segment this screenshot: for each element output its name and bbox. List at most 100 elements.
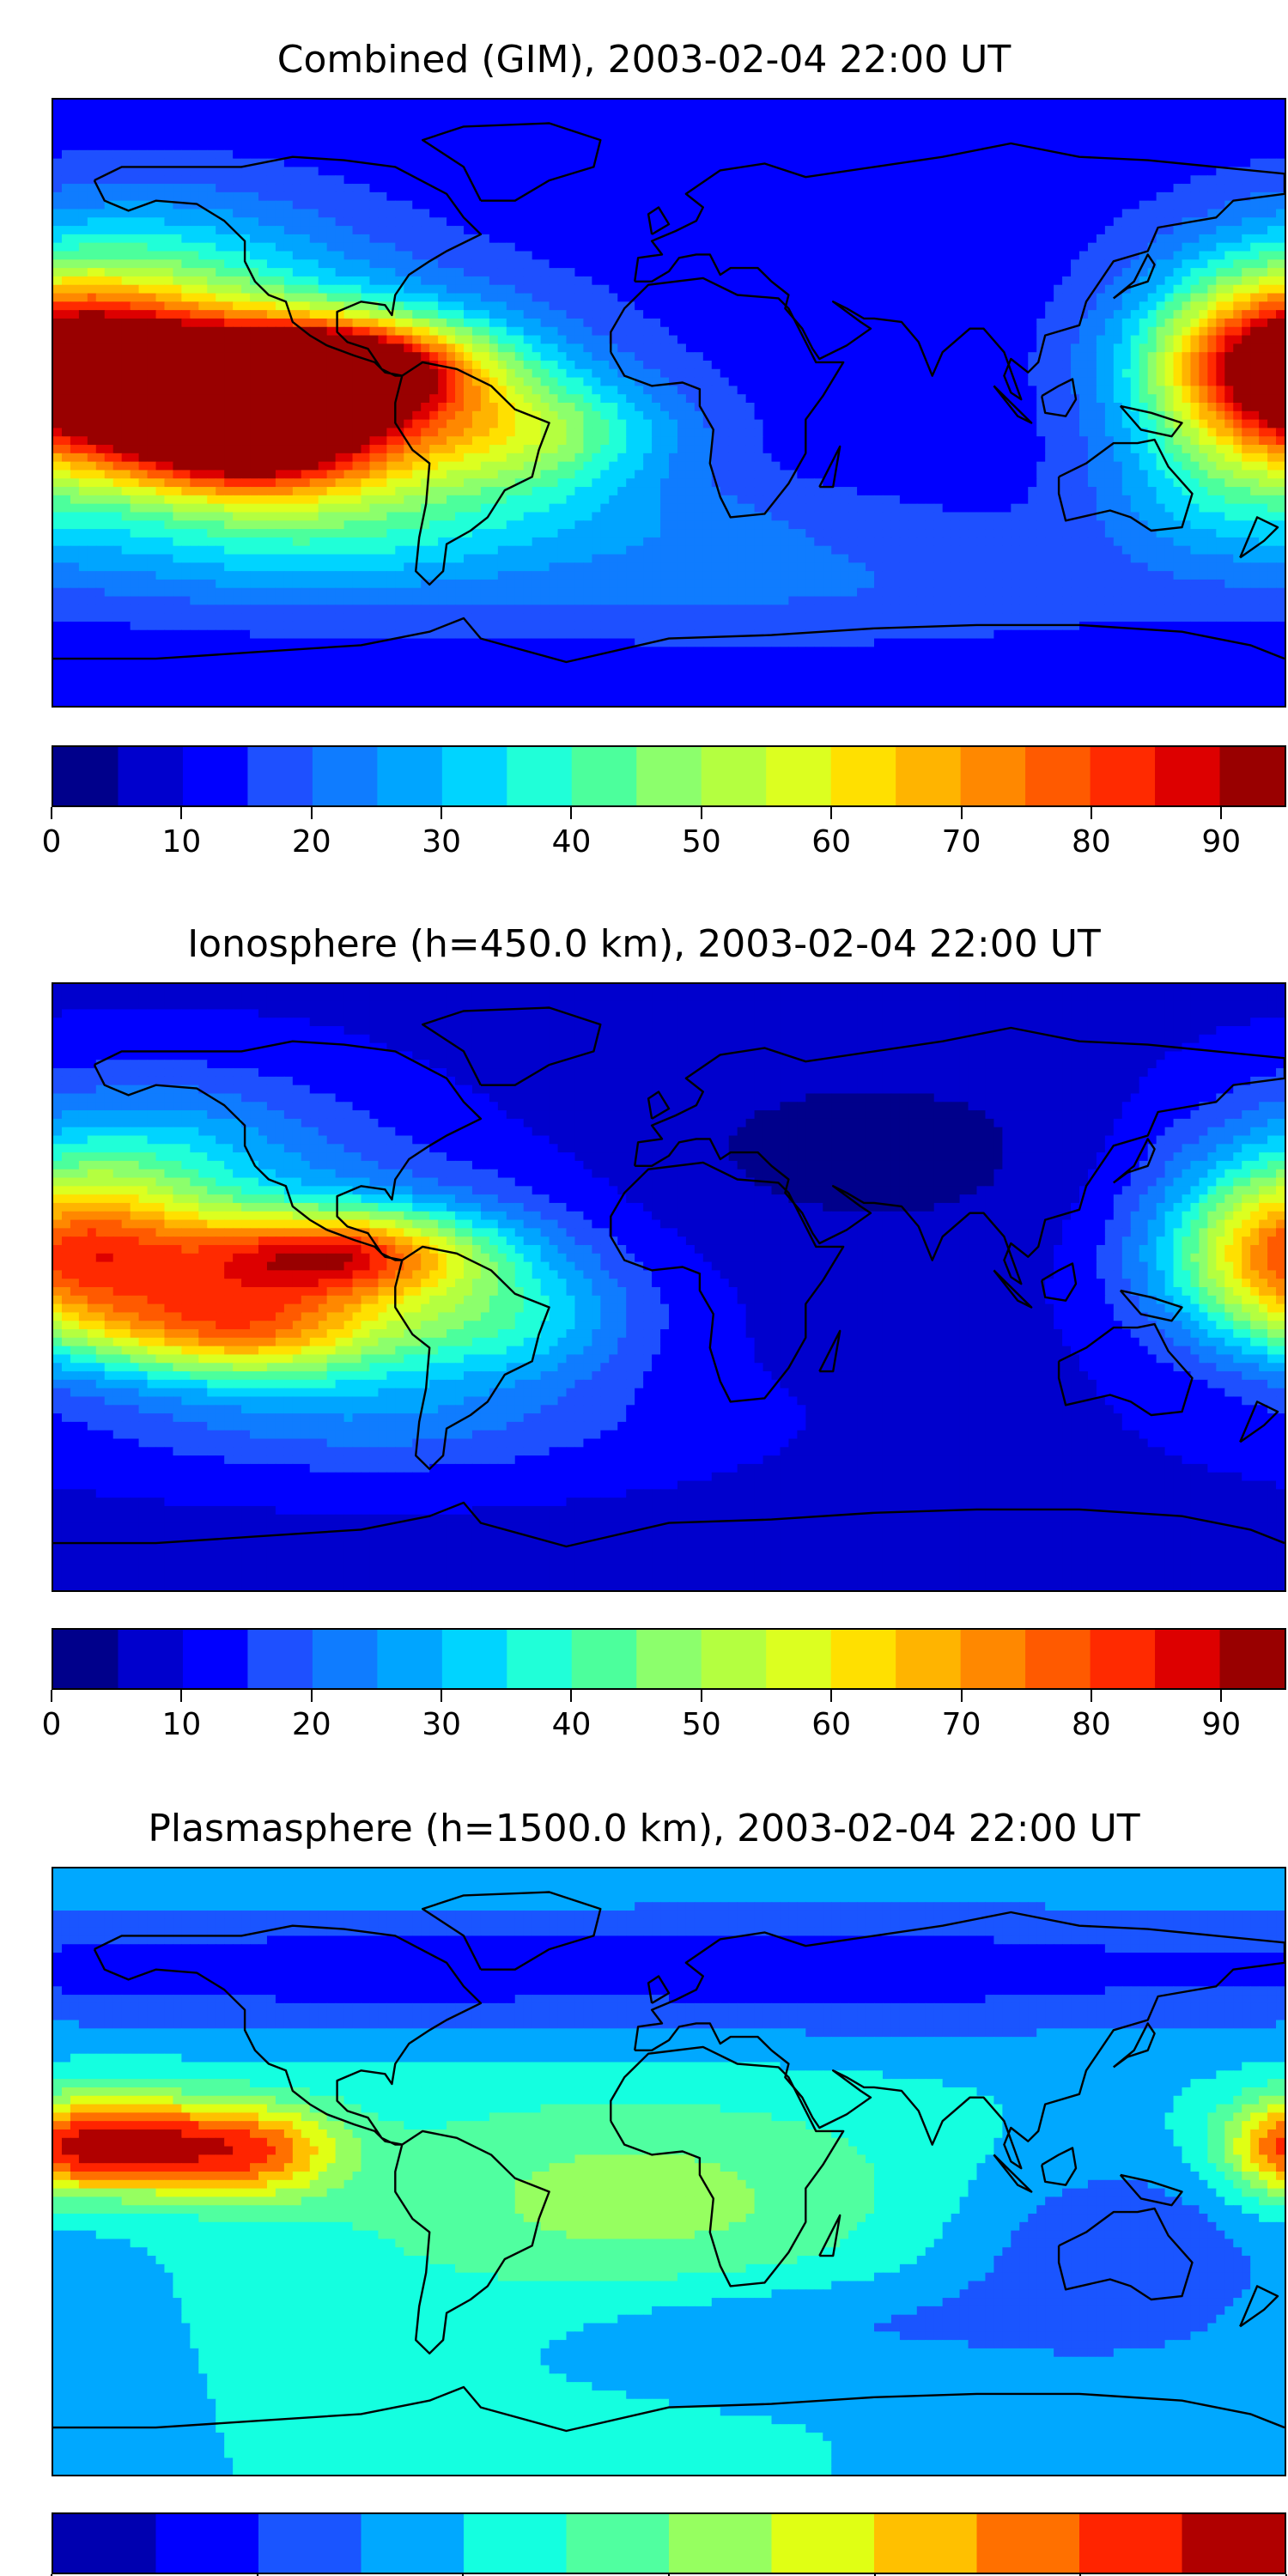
coastline-10 bbox=[1119, 2173, 1183, 2207]
colorbar-segment bbox=[636, 1630, 702, 1688]
colorbar-segment bbox=[896, 747, 962, 805]
colorbar-segment bbox=[766, 747, 832, 805]
colorbar-tick bbox=[440, 1690, 443, 1702]
coastline-3 bbox=[610, 2045, 845, 2287]
coastline-13 bbox=[647, 206, 671, 235]
colorbar-segment bbox=[118, 747, 184, 805]
colorbar-segment bbox=[1219, 1630, 1285, 1688]
coastline-12 bbox=[1239, 1400, 1279, 1443]
colorbar-tick bbox=[1220, 807, 1223, 819]
colorbar-tick bbox=[570, 807, 573, 819]
colorbar-segment bbox=[53, 747, 119, 805]
panel-3-title: Plasmasphere (h=1500.0 km), 2003-02-04 2… bbox=[0, 1807, 1288, 1850]
panel-2-title: Ionosphere (h=450.0 km), 2003-02-04 22:0… bbox=[0, 922, 1288, 966]
colorbar-segment bbox=[53, 1630, 119, 1688]
coastline-0 bbox=[93, 155, 483, 377]
coastline-8 bbox=[1041, 2147, 1078, 2186]
colorbar-tick-label: 60 bbox=[811, 824, 851, 860]
colorbar-tick-label: 60 bbox=[811, 1707, 851, 1742]
coastline-12 bbox=[1239, 2285, 1279, 2328]
colorbar-ticks-ionosphere: 0 10 20 30 40 50 60 70 80 90 bbox=[42, 1690, 1286, 1742]
colorbar-segment bbox=[507, 747, 573, 805]
coastline-5 bbox=[1057, 2207, 1194, 2301]
colorbar-tick bbox=[180, 1690, 183, 1702]
colorbar-segment bbox=[669, 2514, 773, 2573]
colorbar-tick bbox=[960, 807, 963, 819]
colorbar-tick bbox=[440, 807, 443, 819]
coastline-7 bbox=[1113, 2022, 1156, 2069]
colorbar-segment bbox=[896, 1630, 962, 1688]
colorbar-ionosphere bbox=[52, 1628, 1286, 1690]
coastline-13 bbox=[647, 1091, 671, 1120]
colorbar-segment bbox=[701, 1630, 767, 1688]
colorbar-segment bbox=[441, 747, 507, 805]
colorbar-tick-label: 20 bbox=[292, 1707, 331, 1742]
colorbar-tick bbox=[668, 2574, 670, 2576]
colorbar-segment bbox=[312, 1630, 378, 1688]
colorbar-segment bbox=[1155, 1630, 1221, 1688]
coastline-7 bbox=[1113, 1138, 1156, 1184]
colorbar-tick bbox=[1285, 2574, 1287, 2576]
colorbar-plasmasphere bbox=[52, 2512, 1286, 2574]
colorbar-segment bbox=[1090, 747, 1156, 805]
colorbar-segment bbox=[377, 747, 443, 805]
colorbar-tick-label: 10 bbox=[161, 824, 201, 860]
colorbar-segment bbox=[571, 747, 637, 805]
coastline-2 bbox=[394, 1245, 550, 1470]
colorbar-ticks-combined: 0 10 20 30 40 50 60 70 80 90 bbox=[42, 807, 1286, 860]
coastline-1 bbox=[422, 122, 602, 202]
coastline-1 bbox=[422, 1006, 602, 1086]
coastline-5 bbox=[1057, 1322, 1194, 1417]
coastline-7 bbox=[1113, 253, 1156, 300]
colorbar-tick-label: 70 bbox=[942, 1707, 981, 1742]
coastline-8 bbox=[1041, 1262, 1078, 1302]
colorbar-segment bbox=[258, 2514, 362, 2573]
colorbar-tick-label: 50 bbox=[682, 824, 721, 860]
colorbar-tick bbox=[51, 2574, 52, 2576]
colorbar-tick bbox=[960, 1690, 963, 1702]
coastline-0 bbox=[93, 1040, 483, 1261]
colorbar-tick-label: 40 bbox=[552, 824, 592, 860]
colorbar-tick bbox=[462, 2574, 465, 2576]
colorbar-segment bbox=[960, 1630, 1026, 1688]
colorbar-tick bbox=[873, 2574, 876, 2576]
colorbar-segment bbox=[766, 1630, 832, 1688]
coastline-11 bbox=[818, 445, 841, 489]
colorbar-tick bbox=[51, 807, 52, 819]
panel-1-title: Combined (GIM), 2003-02-04 22:00 UT bbox=[0, 38, 1288, 82]
coastline-1 bbox=[422, 1891, 602, 1971]
coastline-6 bbox=[53, 2385, 1285, 2433]
colorbar-tick-label: 0 bbox=[42, 824, 62, 860]
colorbar-combined bbox=[52, 745, 1286, 807]
coastline-4 bbox=[634, 1026, 1285, 1285]
coastline-9 bbox=[993, 1269, 1033, 1309]
colorbar-segment bbox=[247, 1630, 313, 1688]
coastline-11 bbox=[818, 2214, 841, 2257]
colorbar-tick bbox=[830, 1690, 833, 1702]
coastline-3 bbox=[610, 1161, 845, 1403]
colorbar-segment bbox=[1025, 747, 1091, 805]
colorbar-tick-label: 30 bbox=[422, 1707, 461, 1742]
colorbar-segment bbox=[507, 1630, 573, 1688]
colorbar-segment bbox=[701, 747, 767, 805]
coastline-2 bbox=[394, 2129, 550, 2354]
colorbar-segment bbox=[182, 747, 249, 805]
coastline-10 bbox=[1119, 1289, 1183, 1322]
colorbar-segment bbox=[1219, 747, 1285, 805]
coastline-11 bbox=[818, 1329, 841, 1373]
colorbar-segment bbox=[247, 747, 313, 805]
colorbar-segment bbox=[182, 1630, 249, 1688]
colorbar-segment bbox=[361, 2514, 465, 2573]
colorbar-tick-label: 50 bbox=[682, 1707, 721, 1742]
colorbar-segment bbox=[1182, 2514, 1285, 2573]
coastline-12 bbox=[1239, 516, 1279, 559]
colorbar-segment bbox=[1025, 1630, 1091, 1688]
colorbar-segment bbox=[1090, 1630, 1156, 1688]
coastline-9 bbox=[993, 385, 1033, 424]
colorbar-tick bbox=[700, 1690, 702, 1702]
colorbar-tick bbox=[1090, 1690, 1092, 1702]
colorbar-segment bbox=[960, 747, 1026, 805]
coastline-0 bbox=[93, 1924, 483, 2146]
colorbar-segment bbox=[53, 2514, 157, 2573]
colorbar-tick-label: 80 bbox=[1072, 1707, 1111, 1742]
